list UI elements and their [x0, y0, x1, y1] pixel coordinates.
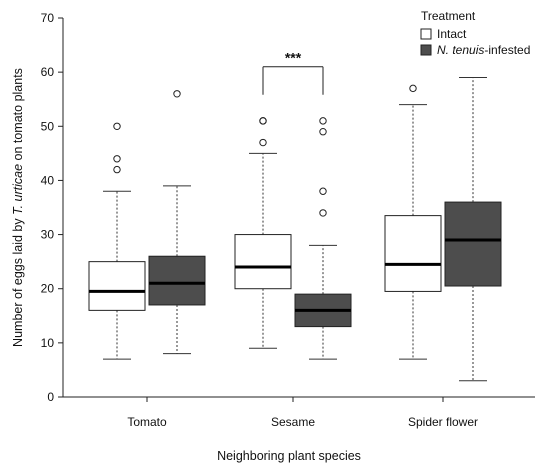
y-tick-label: 10: [41, 336, 55, 350]
x-axis-title: Neighboring plant species: [217, 449, 361, 463]
y-tick-label: 70: [41, 11, 55, 25]
axes: 0 10 20 30 40 50 60 70 Tomato Sesame Spider flower…: [11, 11, 535, 463]
y-tick-label: 40: [41, 173, 55, 187]
x-tick-label: Sesame: [271, 415, 315, 429]
box-iqr: [444, 201, 502, 287]
outlier-point: [113, 122, 121, 130]
x-tick-label: Tomato: [127, 415, 167, 429]
legend: Treatment Intact N. tenuis-infested: [420, 9, 530, 57]
box-spider-flower-intact: [384, 84, 442, 360]
legend-title: Treatment: [421, 9, 476, 23]
box-sesame-infested: [294, 117, 352, 360]
outlier-point: [259, 117, 267, 125]
significance-stars: ***: [285, 50, 302, 66]
legend-swatch: [420, 44, 432, 56]
outlier-point: [173, 90, 181, 98]
outlier-point: [409, 84, 417, 93]
outlier-point: [259, 138, 267, 147]
y-tick-label: 60: [41, 65, 55, 79]
box-iqr: [384, 215, 442, 292]
significance-annotation: ***: [262, 50, 324, 95]
outlier-point: [319, 209, 327, 217]
box-tomato-infested: [148, 90, 206, 355]
outlier-point: [319, 128, 327, 136]
box-iqr: [234, 234, 292, 290]
box-tomato-intact: [88, 122, 146, 360]
outlier-point: [113, 165, 121, 174]
outlier-point: [319, 117, 327, 125]
outlier-point: [319, 187, 327, 195]
legend-entry-label: Intact: [437, 27, 467, 41]
box-iqr: [88, 261, 146, 311]
box-sesame-intact: [234, 117, 292, 349]
box-iqr: [148, 255, 206, 306]
y-tick-label: 30: [41, 228, 55, 242]
box-series: [88, 77, 502, 382]
legend-entry-label: N. tenuis-infested: [437, 43, 530, 57]
y-tick-label: 20: [41, 282, 55, 296]
box-spider-flower-infested: [444, 77, 502, 382]
y-tick-label: 50: [41, 119, 55, 133]
x-tick-label: Spider flower: [408, 415, 478, 429]
outlier-point: [113, 155, 121, 163]
y-tick-label: 0: [47, 390, 54, 404]
legend-swatch: [420, 28, 432, 40]
y-axis-title: Number of eggs laid by T. urticae on tom…: [11, 68, 25, 347]
